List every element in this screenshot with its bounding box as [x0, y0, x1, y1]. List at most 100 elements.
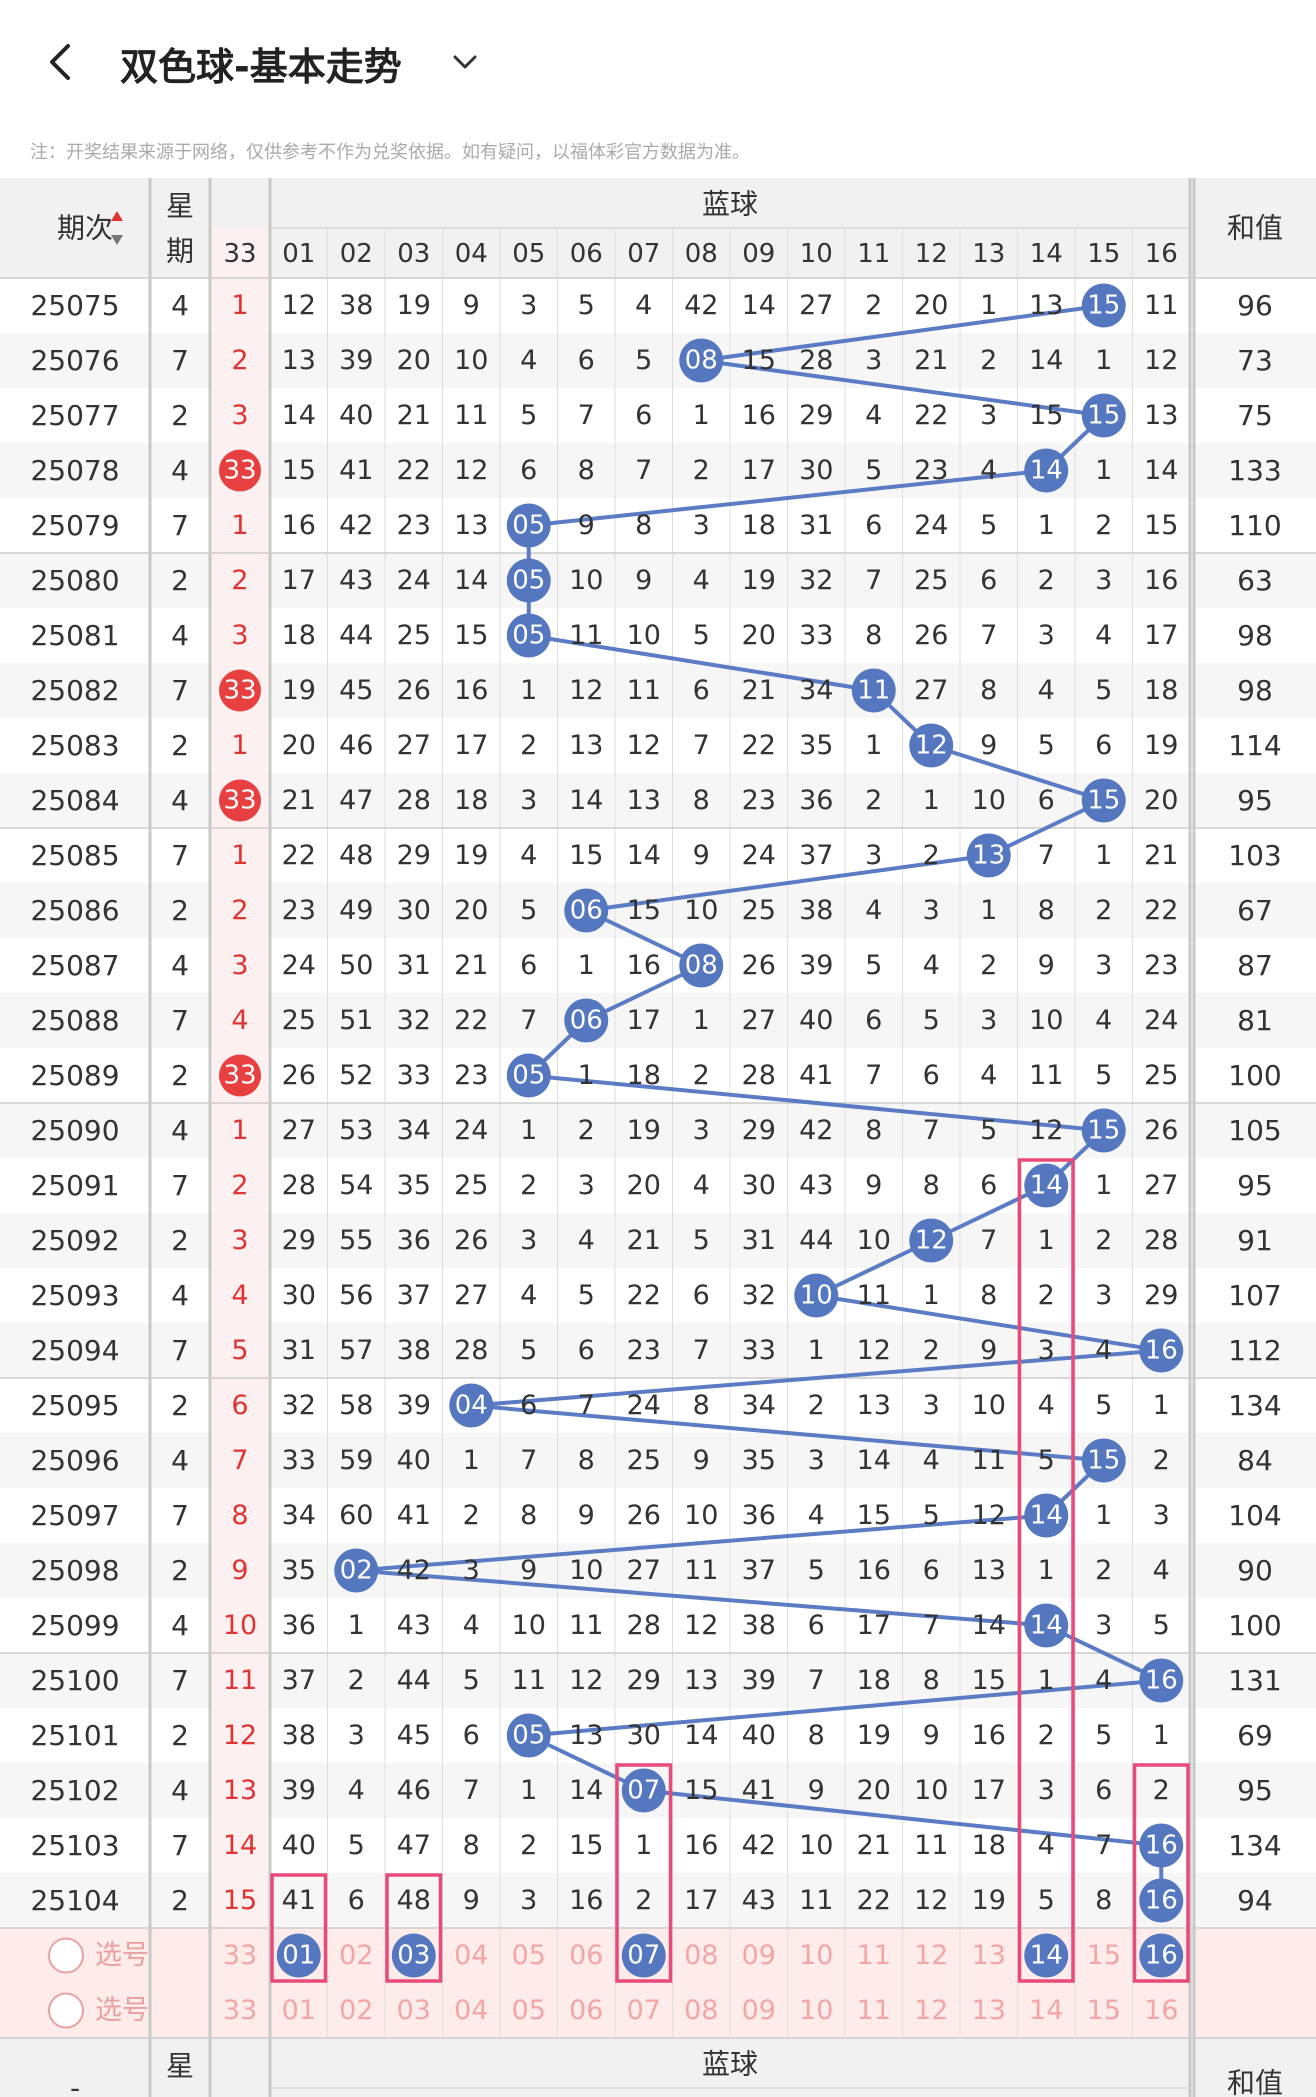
select-number[interactable]: 15	[1087, 1995, 1121, 2026]
miss-count: 16	[627, 950, 661, 981]
selected-ball[interactable]	[621, 1933, 666, 1978]
miss-count: 3	[1038, 1335, 1055, 1366]
miss-count: 29	[1144, 1280, 1178, 1311]
miss-count: 44	[339, 620, 373, 651]
miss-count: 2	[1038, 1280, 1055, 1311]
miss-count: 6	[520, 1390, 537, 1421]
sort-asc-icon[interactable]	[111, 211, 123, 221]
miss-count: 2	[1153, 1775, 1170, 1806]
select-number[interactable]: 12	[914, 1995, 948, 2026]
select-number[interactable]: 04	[454, 1995, 488, 2026]
miss-count: 10	[799, 1830, 833, 1861]
weekday: 7	[171, 839, 189, 872]
select-number[interactable]: 05	[512, 1995, 546, 2026]
select-number[interactable]: 02	[339, 1940, 373, 1971]
miss-count: 3	[980, 400, 997, 431]
chevron-down-icon[interactable]	[450, 50, 480, 74]
select-number[interactable]: 13	[972, 1995, 1006, 2026]
select-number[interactable]: 12	[914, 1940, 948, 1971]
select-number[interactable]: 33	[223, 1940, 257, 1971]
select-number-label[interactable]: 选号	[95, 1940, 149, 1971]
select-number[interactable]: 08	[684, 1940, 718, 1971]
miss-count: 19	[972, 1885, 1006, 1916]
miss-count: 6	[980, 565, 997, 596]
select-number[interactable]: 07	[627, 1995, 661, 2026]
select-number[interactable]: 10	[799, 1995, 833, 2026]
miss-count: 37	[799, 840, 833, 871]
weekday: 7	[171, 1169, 189, 1202]
selected-ball[interactable]	[391, 1933, 436, 1978]
miss-count: 31	[397, 950, 431, 981]
select-number[interactable]: 08	[684, 1995, 718, 2026]
select-number[interactable]: 10	[799, 1940, 833, 1971]
radio-select-icon[interactable]	[48, 1937, 84, 1974]
miss-count: 32	[397, 1005, 431, 1036]
miss-count: 3	[693, 1115, 710, 1146]
selected-ball-number[interactable]: 16	[1145, 1941, 1178, 1971]
select-number[interactable]: 05	[512, 1940, 546, 1971]
miss-count: 2	[980, 345, 997, 376]
miss-count: 2	[693, 1060, 710, 1091]
select-number[interactable]: 04	[454, 1940, 488, 1971]
miss-count: 24	[627, 1390, 661, 1421]
miss-count: 5	[520, 400, 537, 431]
miss-count: 23	[742, 785, 776, 816]
selected-ball[interactable]	[1139, 1933, 1184, 1978]
select-number[interactable]: 11	[857, 1995, 891, 2026]
selected-ball-number[interactable]: 01	[282, 1941, 315, 1971]
selected-ball[interactable]	[276, 1933, 321, 1978]
miss-count: 40	[397, 1445, 431, 1476]
miss-count: 7	[1095, 1830, 1112, 1861]
weekday: 4	[171, 619, 189, 652]
miss-count: 14	[684, 1720, 718, 1751]
radio-select-icon[interactable]	[48, 1992, 84, 2029]
miss-count: 19	[742, 565, 776, 596]
selected-ball-number[interactable]: 14	[1030, 1941, 1063, 1971]
selected-ball[interactable]	[1024, 1933, 1069, 1978]
select-number[interactable]: 09	[742, 1995, 776, 2026]
selected-ball-number[interactable]: 03	[397, 1941, 430, 1971]
miss-count: 18	[857, 1665, 891, 1696]
blue-ball-number: 05	[512, 1721, 545, 1751]
table-row: 25088 7 4 25 51 32 22 7 06 17 1 27 40 6 5 3 10 4 24 81	[30, 998, 1273, 1043]
miss-count: 37	[397, 1280, 431, 1311]
miss-count: 15	[282, 455, 316, 486]
col-issue-header[interactable]: 期次	[57, 212, 113, 245]
select-number[interactable]: 16	[1144, 1995, 1178, 2026]
miss-count: 48	[397, 1885, 431, 1916]
select-number[interactable]: 13	[972, 1940, 1006, 1971]
select-number[interactable]: 33	[223, 1995, 257, 2026]
sum-value: 100	[1228, 1609, 1281, 1642]
select-number[interactable]: 01	[282, 1995, 316, 2026]
select-number[interactable]: 15	[1087, 1940, 1121, 1971]
blue-ball	[1139, 1658, 1184, 1703]
miss-count: 1	[980, 290, 997, 321]
select-number-label[interactable]: 选号	[95, 1995, 149, 2026]
select-number[interactable]: 14	[1029, 1995, 1063, 2026]
miss-count: 15	[454, 620, 488, 651]
select-number[interactable]: 11	[857, 1940, 891, 1971]
back-arrow-icon[interactable]	[40, 40, 84, 84]
miss-count: 12	[569, 1665, 603, 1696]
miss-count: 45	[397, 1720, 431, 1751]
miss-count: 12	[972, 1500, 1006, 1531]
select-number[interactable]: 02	[339, 1995, 373, 2026]
blue-ball-number: 05	[512, 621, 545, 651]
weekday: 2	[171, 1884, 189, 1917]
miss-count: 41	[742, 1775, 776, 1806]
select-number[interactable]: 06	[569, 1940, 603, 1971]
select-number[interactable]: 09	[742, 1940, 776, 1971]
selected-ball-number[interactable]: 07	[627, 1941, 660, 1971]
select-number[interactable]: 06	[569, 1995, 603, 2026]
miss-count: 51	[339, 1005, 373, 1036]
select-number[interactable]: 03	[397, 1995, 431, 2026]
weekday: 7	[171, 509, 189, 542]
miss-count: 5	[1095, 1390, 1112, 1421]
miss-count: 3	[1038, 1775, 1055, 1806]
sort-desc-icon[interactable]	[111, 235, 123, 245]
miss-count: 3	[1095, 950, 1112, 981]
miss-count-33: 12	[223, 1720, 257, 1751]
miss-count: 4	[808, 1500, 825, 1531]
miss-count-33: 1	[231, 510, 248, 541]
miss-count: 5	[578, 290, 595, 321]
